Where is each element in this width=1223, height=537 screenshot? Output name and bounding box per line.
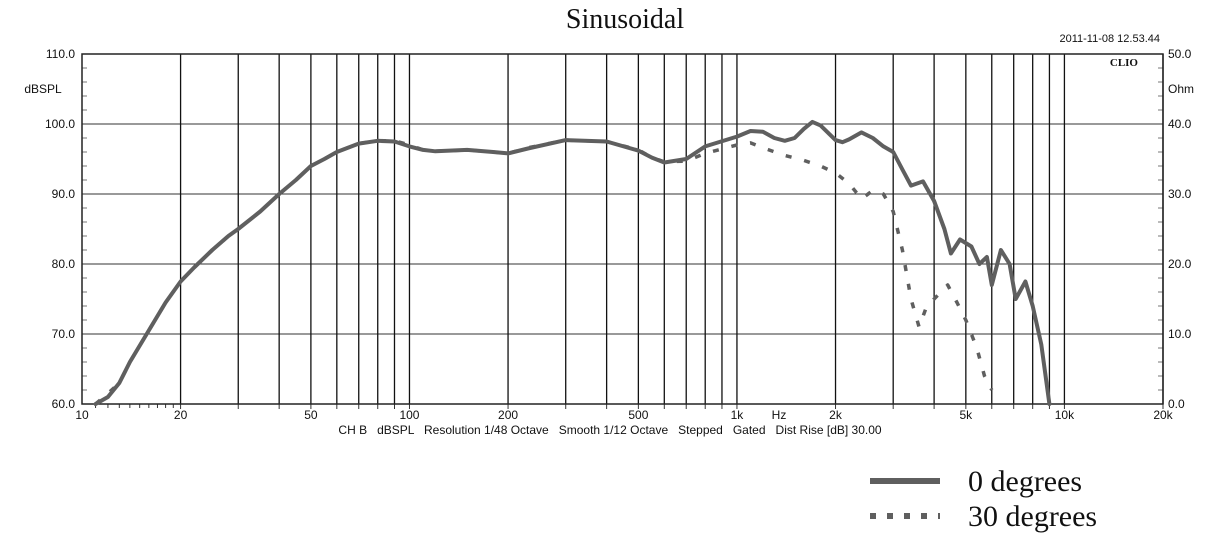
clio-logo: CLIO xyxy=(1110,57,1139,69)
horizontal-gridlines xyxy=(82,53,1163,405)
y2-tick-label: 0.0 xyxy=(1168,397,1185,411)
data-series xyxy=(93,119,1052,406)
series-line-30-degrees xyxy=(94,138,994,406)
y2-tick-label: 20.0 xyxy=(1168,257,1192,271)
plot-frame xyxy=(81,53,1164,405)
legend-label: 0 degrees xyxy=(968,465,1082,498)
chart-title: Sinusoidal xyxy=(566,4,684,35)
timestamp: 2011-11-08 12.53.44 xyxy=(1059,33,1160,45)
y-tick-label: 60.0 xyxy=(52,397,76,411)
x-tick-label: 5k xyxy=(959,408,973,422)
x-unit-label: Hz xyxy=(772,408,787,422)
vertical-gridlines xyxy=(179,54,1164,404)
x-tick-label: 10k xyxy=(1055,408,1075,422)
x-tick-labels: 10 20 50 100 200 500 1k 2k 5k 10k 20k xyxy=(75,408,1173,422)
minor-ticks xyxy=(82,67,1164,409)
y-tick-label: 70.0 xyxy=(52,327,76,341)
y2-tick-label: 40.0 xyxy=(1168,117,1192,131)
x-tick-label: 10 xyxy=(75,408,89,422)
y-tick-label: 100.0 xyxy=(45,117,75,131)
y2-tick-label: 50.0 xyxy=(1168,47,1192,61)
measurement-info: CH B dBSPL Resolution 1/48 Octave Smooth… xyxy=(338,423,882,437)
y-tick-label: 80.0 xyxy=(52,257,76,271)
x-tick-label: 50 xyxy=(304,408,318,422)
x-tick-label: 20 xyxy=(174,408,188,422)
x-tick-label: 2k xyxy=(829,408,843,422)
y-tick-label: 90.0 xyxy=(52,187,76,201)
x-tick-label: 1k xyxy=(731,408,745,422)
y-axis-label: dBSPL xyxy=(24,82,62,96)
x-tick-label: 200 xyxy=(498,408,518,422)
legend-label: 30 degrees xyxy=(968,500,1097,533)
series-line-0-degrees xyxy=(93,119,1052,406)
y2-tick-labels: 50.0 40.0 30.0 20.0 10.0 0.0 xyxy=(1168,47,1192,411)
y-tick-labels: 110.0 100.0 90.0 80.0 70.0 60.0 xyxy=(45,47,75,411)
y-tick-label: 110.0 xyxy=(46,47,75,61)
y2-tick-label: 30.0 xyxy=(1168,187,1192,201)
y2-tick-label: 10.0 xyxy=(1168,327,1192,341)
y2-axis-label: Ohm xyxy=(1168,82,1194,96)
x-tick-label: 100 xyxy=(399,408,419,422)
x-tick-label: 500 xyxy=(628,408,648,422)
x-tick-label: 20k xyxy=(1153,408,1173,422)
